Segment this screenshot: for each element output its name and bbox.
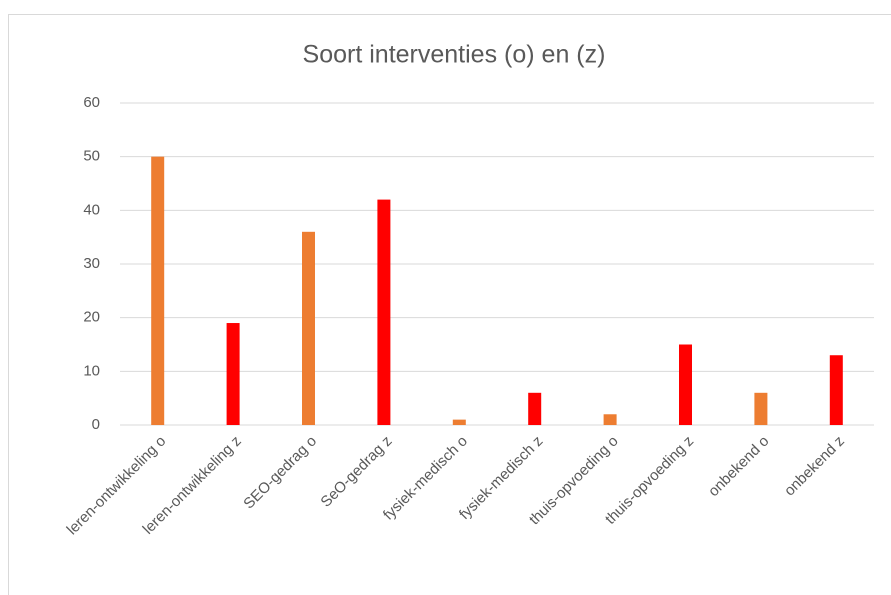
chart-frame [8,14,891,595]
y-tick-label: 10 [83,362,100,379]
y-tick-label: 50 [83,148,100,165]
bar [829,355,843,425]
y-tick-label: 60 [83,94,100,111]
y-tick-label: 30 [83,255,100,272]
bar [679,344,692,425]
bar [226,323,240,425]
chart-title: Soort interventies (o) en (z) [303,41,606,69]
bar [754,392,768,425]
bar [302,231,315,425]
bar [452,419,466,425]
bar [528,392,542,425]
bar [151,156,165,425]
y-tick-label: 0 [92,416,100,433]
y-tick-label: 40 [83,201,100,218]
bar [603,414,617,425]
bar [377,199,391,425]
y-tick-label: 20 [83,309,100,326]
